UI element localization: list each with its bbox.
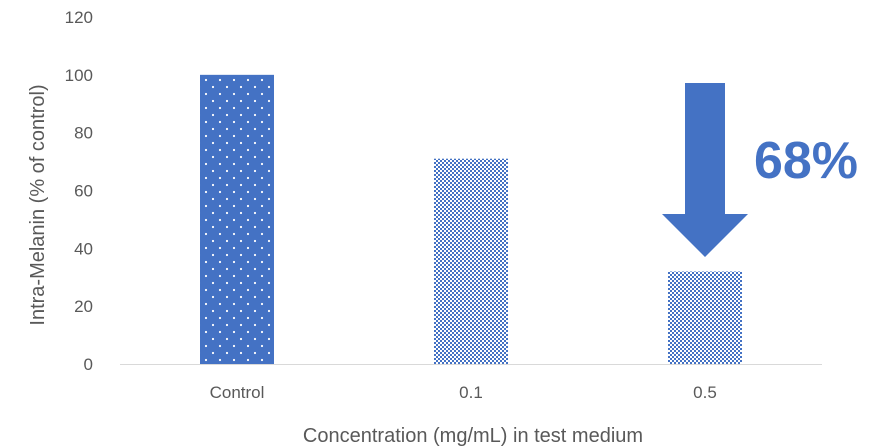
y-axis-title: Intra-Melanin (% of control): [27, 84, 49, 325]
y-axis-tick-labels: 0 20 40 60 80 100 120: [65, 8, 93, 374]
y-tick-label: 40: [74, 239, 93, 258]
bar-0-1: [434, 158, 508, 364]
bars: [200, 74, 742, 364]
x-tick-label: 0.1: [459, 383, 483, 402]
y-tick-label: 80: [74, 124, 93, 143]
y-tick-label: 20: [74, 297, 93, 316]
arrow-down-icon: [662, 83, 748, 257]
y-tick-label: 0: [84, 355, 93, 374]
x-axis-tick-labels: Control 0.1 0.5: [210, 383, 717, 402]
bar-control: [200, 74, 274, 364]
y-tick-label: 60: [74, 182, 93, 201]
y-tick-label: 120: [65, 8, 93, 27]
x-tick-label: 0.5: [693, 383, 717, 402]
x-axis-title: Concentration (mg/mL) in test medium: [303, 425, 643, 447]
reduction-annotation-label: 68%: [754, 132, 858, 190]
y-tick-label: 100: [65, 66, 93, 85]
x-tick-label: Control: [210, 383, 265, 402]
bar-0-5: [668, 271, 742, 364]
